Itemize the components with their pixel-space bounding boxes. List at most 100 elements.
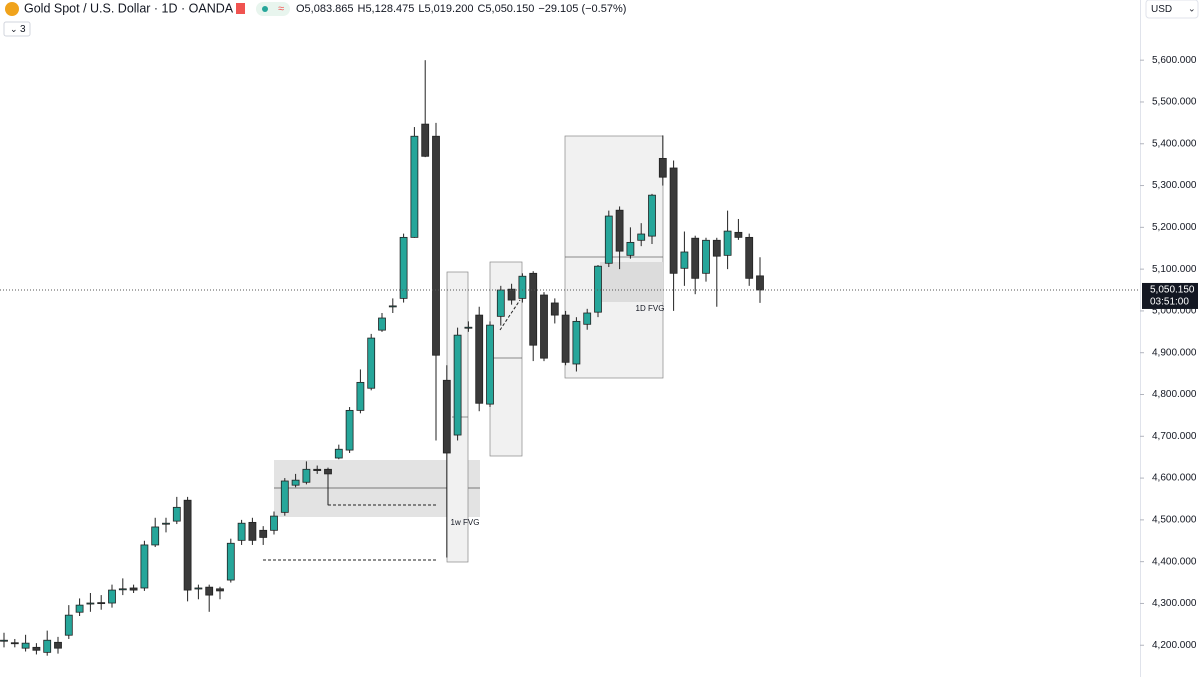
bear-body [540, 294, 548, 359]
y-tick-label: 5,000.000 [1152, 306, 1197, 317]
bull-body [356, 381, 365, 411]
bull-body [486, 324, 494, 405]
annotation: 1D FVG [636, 304, 665, 313]
bear-body [313, 468, 322, 471]
bear-body [529, 272, 538, 346]
bear-body [129, 587, 138, 591]
y-tick-label: 5,500.000 [1152, 97, 1197, 108]
status-pill [256, 2, 290, 16]
bear-body [756, 275, 764, 291]
bull-body [0, 639, 8, 642]
y-tick-label: 5,200.000 [1152, 222, 1197, 233]
bull-body [270, 515, 278, 531]
bear-body [259, 529, 268, 538]
fvg-zone [600, 262, 663, 302]
bull-body [172, 506, 181, 522]
bull-body [410, 135, 419, 238]
fvg-zone [489, 261, 523, 457]
price-label: 5,050.150 [1150, 285, 1195, 296]
bull-body [118, 588, 127, 591]
bull-body [648, 194, 656, 237]
bear-body [745, 236, 754, 279]
bull-body [334, 448, 343, 459]
bull-body [399, 236, 408, 299]
bull-body [626, 241, 635, 256]
ohlc-value: C5,050.150 [477, 3, 534, 15]
y-tick-label: 4,400.000 [1152, 556, 1197, 567]
bear-body [615, 209, 624, 252]
status-icon: ≈ [278, 3, 284, 15]
bull-body [291, 479, 300, 486]
y-tick-label: 4,600.000 [1152, 473, 1197, 484]
bull-body [702, 239, 710, 274]
bull-body [86, 602, 95, 605]
bull-body [572, 320, 581, 365]
chevron: ⌄ [1188, 3, 1196, 13]
bull-body [151, 526, 160, 546]
y-tick-label: 4,700.000 [1152, 431, 1197, 442]
bear-body [475, 314, 484, 404]
bear-body [432, 135, 440, 356]
bull-body [464, 326, 473, 329]
bear-body [54, 641, 62, 649]
bear-body [205, 586, 214, 596]
bull-body [226, 542, 235, 581]
indicator-count: 3 [20, 24, 26, 35]
annotation: 1w FVG [451, 518, 480, 527]
y-tick-label: 5,400.000 [1152, 138, 1197, 149]
bull-body [583, 312, 592, 325]
bear-body [183, 499, 192, 591]
price-axis: 4,200.000 4,300.000 4,400.000 4,500.000 4,60… [1140, 55, 1198, 651]
y-tick-label: 5,100.000 [1152, 264, 1197, 275]
bull-body [518, 275, 527, 299]
bull-body [367, 337, 376, 389]
bull-body [637, 233, 646, 241]
bear-body [561, 314, 570, 363]
bull-body [496, 289, 505, 317]
bear-body [734, 231, 743, 238]
bull-body [43, 639, 52, 653]
bear-body [442, 379, 451, 454]
ohlc-value: −29.105 (−0.57%) [538, 3, 626, 15]
bear-body [97, 602, 106, 605]
y-tick-label: 4,200.000 [1152, 640, 1197, 651]
bull-body [604, 215, 613, 264]
y-tick-label: 4,500.000 [1152, 515, 1197, 526]
bull-body [594, 265, 602, 313]
bear-body [658, 157, 667, 178]
bull-body [723, 230, 732, 256]
ohlc: O5,083.865 H5,128.475 L5,019.200 C5,050.150… [296, 3, 626, 15]
flag-icon[interactable] [236, 3, 245, 14]
y-tick-label: 4,800.000 [1152, 389, 1197, 400]
bear-body [32, 646, 41, 651]
y-tick-label: 5,600.000 [1152, 55, 1197, 66]
bear-body [216, 588, 224, 592]
bull-body [64, 614, 73, 636]
bear-body [507, 288, 516, 301]
bull-body [75, 604, 84, 613]
bull-body [162, 522, 170, 525]
currency: USD [1151, 4, 1172, 15]
bull-body [280, 480, 289, 513]
y-tick-label: 4,300.000 [1152, 598, 1197, 609]
bull-body [108, 589, 116, 604]
bear-body [712, 239, 721, 257]
status-dot [262, 6, 268, 12]
bear-body [324, 468, 332, 475]
y-tick-label: 4,900.000 [1152, 347, 1197, 358]
candles [0, 60, 1140, 656]
currency-select[interactable] [1145, 0, 1199, 19]
bear-body [550, 302, 559, 316]
ohlc-value: L5,019.200 [418, 3, 473, 15]
chevron: ⌄ [10, 24, 18, 34]
symbol[interactable]: Gold Spot / U.S. Dollar · 1D · OANDA [24, 1, 234, 15]
bull-body [378, 317, 386, 331]
bear-body [248, 521, 257, 541]
indicator-toggle[interactable] [3, 21, 31, 37]
bull-body [453, 334, 462, 436]
bull-body [302, 468, 311, 483]
bull-body [388, 305, 397, 308]
bull-body [345, 409, 354, 451]
ohlc-value: H5,128.475 [358, 3, 415, 15]
